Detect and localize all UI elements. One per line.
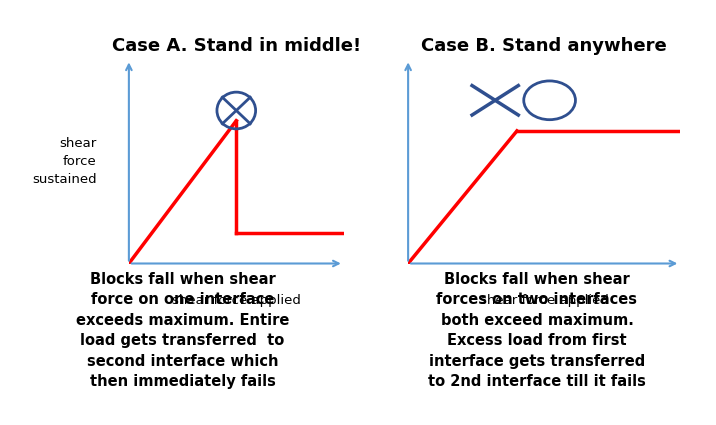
Title: Case B. Stand anywhere: Case B. Stand anywhere bbox=[421, 37, 667, 55]
Title: Case A. Stand in middle!: Case A. Stand in middle! bbox=[112, 37, 361, 55]
Text: shear force applied: shear force applied bbox=[480, 294, 609, 307]
Text: Blocks fall when shear
forces on two interfaces
both exceed maximum.
Excess load: Blocks fall when shear forces on two int… bbox=[428, 272, 646, 389]
Text: shear
force
sustained: shear force sustained bbox=[32, 137, 97, 186]
Text: Blocks fall when shear
force on one interface
exceeds maximum. Entire
load gets : Blocks fall when shear force on one inte… bbox=[76, 272, 289, 389]
Text: shear force applied: shear force applied bbox=[172, 294, 301, 307]
